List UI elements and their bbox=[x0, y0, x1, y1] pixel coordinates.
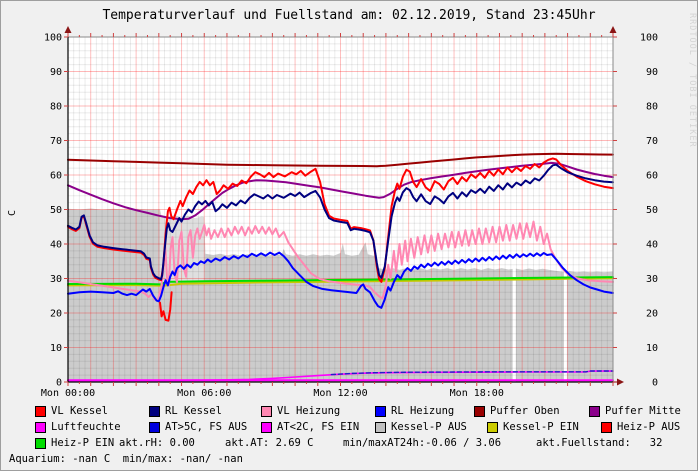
area-gap bbox=[512, 264, 516, 382]
series-vl-heizung bbox=[67, 220, 614, 302]
legend-stat-text: Aquarium: -nan C min/max: -nan/ -nan bbox=[9, 453, 243, 465]
legend-item: Luftfeuchte bbox=[35, 421, 121, 433]
y-axis-tick-label-right: 100 bbox=[640, 33, 658, 44]
x-axis-tick-label: Mon 00:00 bbox=[41, 388, 95, 399]
y-axis-tick-label-right: 40 bbox=[646, 240, 658, 251]
legend-stat-text: akt.rH: 0.00 bbox=[119, 437, 195, 449]
legend-label: RL Kessel bbox=[165, 405, 222, 417]
legend-item: Kessel-P EIN bbox=[487, 421, 579, 433]
y-axis-tick-label-left: 50 bbox=[50, 205, 62, 216]
legend-swatch bbox=[474, 406, 485, 417]
y-axis-tick-label-right: 20 bbox=[646, 309, 658, 320]
area-kessel-p-aus bbox=[68, 208, 613, 382]
y-axis-tick-label-left: 10 bbox=[50, 343, 62, 354]
x-axis-tick-label: Mon 18:00 bbox=[450, 388, 504, 399]
legend-swatch bbox=[261, 422, 272, 433]
legend-label: Kessel-P EIN bbox=[503, 421, 579, 433]
legend-swatch bbox=[35, 422, 46, 433]
legend-item: Heiz-P AUS bbox=[601, 421, 680, 433]
y-axis-tick-label-right: 70 bbox=[646, 136, 658, 147]
series-rl-heizung bbox=[67, 251, 614, 309]
legend-swatch bbox=[375, 422, 386, 433]
y-axis-tick-label-left: 60 bbox=[50, 171, 62, 182]
legend-item: VL Kessel bbox=[35, 405, 108, 417]
legend-label: Heiz-P AUS bbox=[617, 421, 681, 433]
legend-swatch bbox=[487, 422, 498, 433]
legend-label: VL Heizung bbox=[277, 405, 341, 417]
legend-item: RL Kessel bbox=[149, 405, 222, 417]
graph-title: Temperaturverlauf und Fuellstand am: 02.… bbox=[102, 8, 596, 23]
legend-item: AT<2C, FS EIN bbox=[261, 421, 359, 433]
y-axis-tick-label-left: 90 bbox=[50, 67, 62, 78]
legend-stat-text: min/maxAT24h:-0.06 / 3.06 bbox=[343, 437, 502, 449]
legend-label: AT>5C, FS AUS bbox=[165, 421, 248, 433]
x-axis-arrow bbox=[617, 378, 624, 386]
legend-stat-text: akt.AT: 2.69 C bbox=[225, 437, 314, 449]
plot-area: 0 0 10 10 20 20 30 30 40 40 50 50 60 60 70 70 80 80 90 90 10… bbox=[1, 1, 697, 401]
y-axis-tick-label-right: 50 bbox=[646, 205, 658, 216]
legend-swatch bbox=[601, 422, 612, 433]
legend-label: Heiz-P EIN bbox=[51, 437, 115, 449]
legend-item: Puffer Oben bbox=[474, 405, 560, 417]
series-kessel-p-ein bbox=[67, 277, 614, 287]
y-axis-arrow-right bbox=[609, 26, 617, 33]
y-axis-tick-label-left: 70 bbox=[50, 136, 62, 147]
y-axis-tick-label-right: 0 bbox=[652, 378, 658, 389]
series-vl-kessel bbox=[67, 157, 614, 283]
y-axis-arrow-left bbox=[64, 26, 72, 33]
legend-stat-text: akt.Fuellstand: 32 bbox=[536, 437, 663, 449]
series-heiz-p-ein bbox=[67, 276, 614, 286]
legend-swatch bbox=[589, 406, 600, 417]
legend-swatch bbox=[149, 406, 160, 417]
series-rl-kessel bbox=[67, 163, 614, 281]
legend-swatch bbox=[35, 406, 46, 417]
y-axis-tick-label-left: 40 bbox=[50, 240, 62, 251]
y-axis-tick-label-right: 80 bbox=[646, 102, 658, 113]
legend-label: Puffer Mitte bbox=[605, 405, 681, 417]
y-axis-tick-label-left: 100 bbox=[44, 33, 62, 44]
y-axis-tick-label-right: 90 bbox=[646, 67, 658, 78]
legend-item: AT>5C, FS AUS bbox=[149, 421, 247, 433]
chart-svg: 0 0 10 10 20 20 30 30 40 40 50 50 60 60 70 70 80 80 90 90 10… bbox=[7, 13, 697, 399]
legend-swatch bbox=[35, 438, 46, 449]
legend-label: Puffer Oben bbox=[490, 405, 560, 417]
legend-item: VL Heizung bbox=[261, 405, 340, 417]
series-at-aus bbox=[330, 370, 614, 376]
legend-label: RL Heizung bbox=[391, 405, 455, 417]
y-axis-tick-label-right: 10 bbox=[646, 343, 658, 354]
legend-item: RL Heizung bbox=[375, 405, 454, 417]
x-axis-tick-label: Mon 12:00 bbox=[313, 388, 367, 399]
legend-label: AT<2C, FS EIN bbox=[277, 421, 360, 433]
watermark: RRDTOOL / TOBI OETIKER bbox=[687, 13, 697, 148]
legend-label: Luftfeuchte bbox=[51, 421, 121, 433]
area-gap bbox=[563, 264, 567, 382]
y-axis-tick-label-right: 60 bbox=[646, 171, 658, 182]
legend-swatch bbox=[149, 422, 160, 433]
legend-item: Puffer Mitte bbox=[589, 405, 681, 417]
y-axis-tick-label-left: 80 bbox=[50, 102, 62, 113]
series-vl-kessel-glitch bbox=[159, 291, 173, 322]
y-axis-title: C bbox=[7, 210, 18, 216]
y-axis-tick-label-left: 20 bbox=[50, 309, 62, 320]
legend-label: Kessel-P AUS bbox=[391, 421, 467, 433]
legend-item: Kessel-P AUS bbox=[375, 421, 467, 433]
y-axis-tick-label-left: 0 bbox=[56, 378, 62, 389]
y-axis-tick-label-left: 30 bbox=[50, 274, 62, 285]
legend-swatch bbox=[375, 406, 386, 417]
legend-item: Heiz-P EIN bbox=[35, 437, 114, 449]
x-axis-tick-label: Mon 06:00 bbox=[177, 388, 231, 399]
legend-label: VL Kessel bbox=[51, 405, 108, 417]
y-axis-tick-label-right: 30 bbox=[646, 274, 658, 285]
legend-swatch bbox=[261, 406, 272, 417]
series-puffer-oben bbox=[67, 152, 614, 168]
